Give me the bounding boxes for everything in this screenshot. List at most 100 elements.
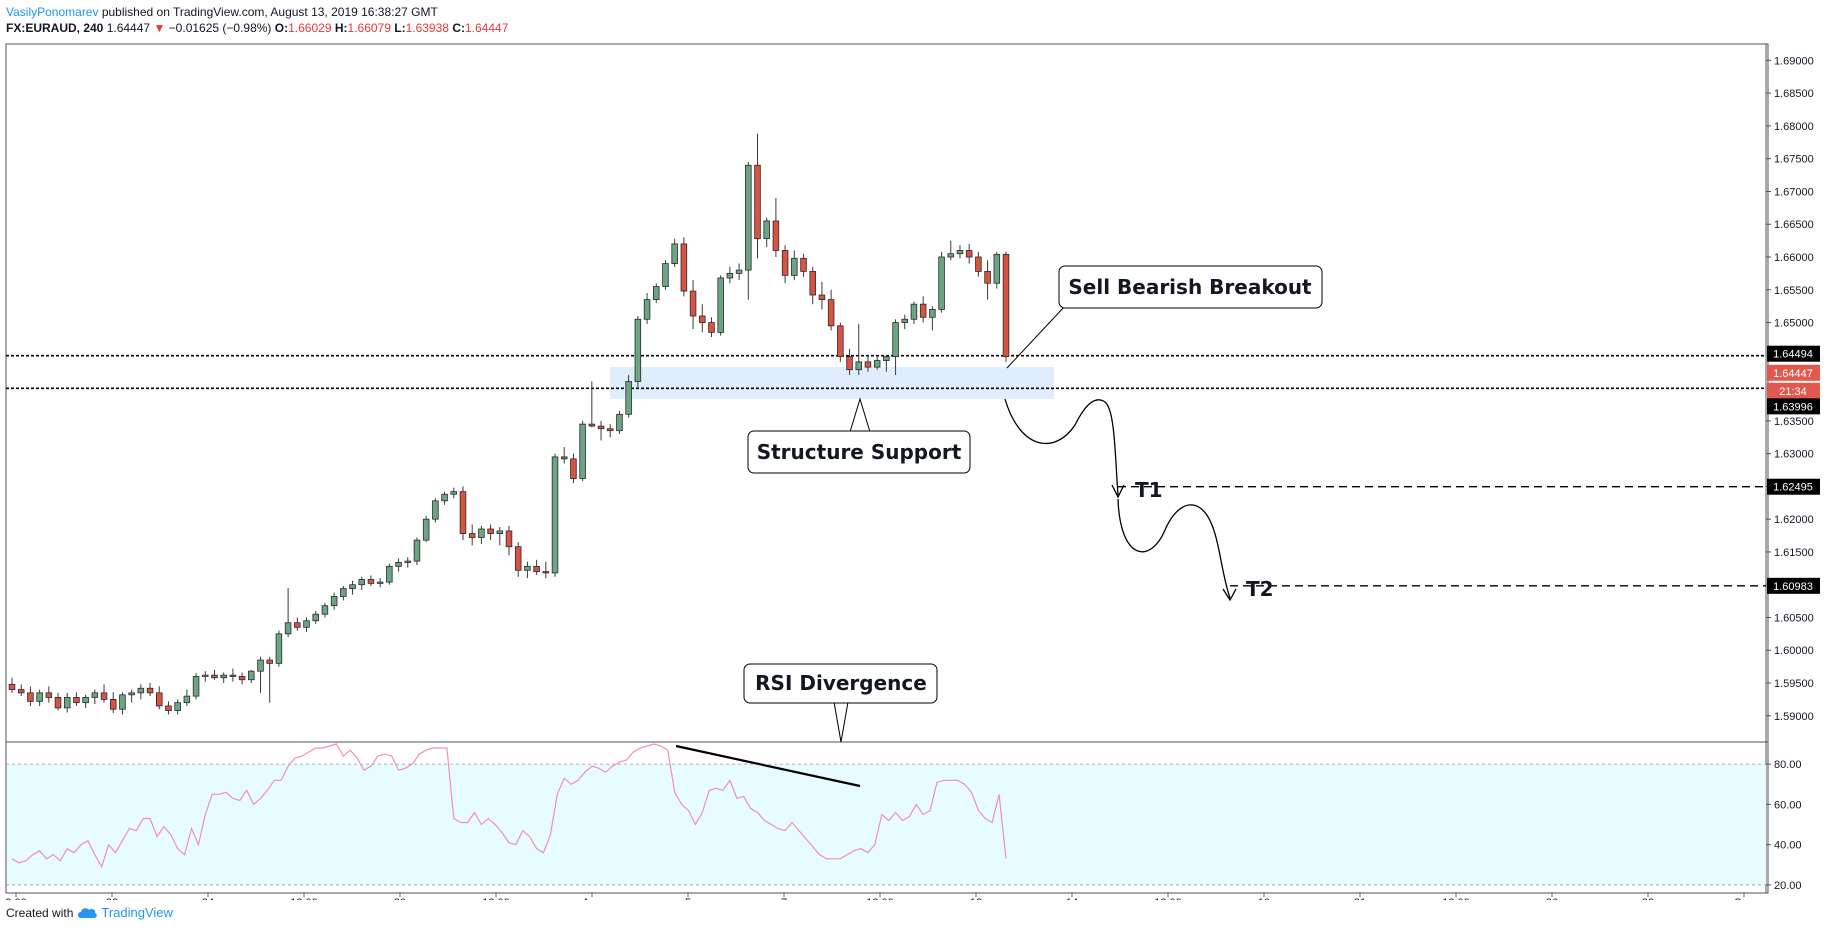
candle xyxy=(873,356,881,370)
candle-body xyxy=(17,689,25,694)
candle-body xyxy=(901,318,909,323)
candle-body xyxy=(45,692,53,698)
candle-body xyxy=(478,528,485,538)
x-tick-label: 28 xyxy=(1642,897,1654,900)
rsi-tick-label: 20.00 xyxy=(1774,880,1802,892)
candle xyxy=(1002,251,1010,362)
y-tick-label: 1.67500 xyxy=(1774,154,1814,166)
price-tag: 1.60983 xyxy=(1767,577,1820,594)
candle xyxy=(689,279,697,330)
candle-body xyxy=(27,692,34,702)
high-value: 1.66079 xyxy=(347,21,391,35)
candle-body xyxy=(220,674,227,679)
candle xyxy=(505,525,513,556)
candle xyxy=(220,672,227,684)
candle-body xyxy=(533,565,540,572)
candle xyxy=(174,699,181,715)
candle xyxy=(864,355,872,372)
price-tag-text: 1.62495 xyxy=(1773,482,1813,494)
candle xyxy=(238,672,246,685)
candle xyxy=(763,217,770,248)
price-tag: 1.63996 xyxy=(1767,398,1820,415)
candle-body xyxy=(376,581,384,584)
rsi-band xyxy=(7,764,1766,885)
candle-body xyxy=(422,518,430,541)
candle xyxy=(376,578,384,588)
candle-body xyxy=(791,257,798,276)
candle-body xyxy=(358,579,365,586)
candle-body xyxy=(211,674,218,679)
candle-body xyxy=(837,325,844,358)
candle-body xyxy=(128,692,135,696)
candle xyxy=(36,689,43,706)
x-tick-label: 24 xyxy=(202,897,214,900)
rsi-tick-label: 80.00 xyxy=(1774,759,1802,771)
price-tag-text: 1.64494 xyxy=(1773,349,1813,361)
low-label: L: xyxy=(394,21,406,35)
candle xyxy=(975,251,982,277)
y-tick-label: 1.59500 xyxy=(1774,678,1814,690)
candle xyxy=(211,669,218,680)
candle-body xyxy=(514,546,522,571)
footer: Created with TradingView xyxy=(6,905,173,920)
structure-support-callout[interactable]: Structure Support xyxy=(747,397,971,474)
candle-body xyxy=(653,286,660,301)
candle xyxy=(919,296,927,323)
tradingview-link[interactable]: TradingView xyxy=(101,905,173,920)
candle xyxy=(266,656,273,703)
projection-arrowhead-1 xyxy=(1111,484,1125,499)
rsi-line xyxy=(11,743,1007,869)
price-tag-text: 21:34 xyxy=(1779,386,1807,398)
candle xyxy=(754,133,761,259)
candle-body xyxy=(192,676,200,697)
candle xyxy=(551,453,559,577)
candle xyxy=(17,684,25,697)
candle xyxy=(450,487,458,499)
candle xyxy=(735,263,743,280)
callout-text: Sell Bearish Breakout xyxy=(1068,275,1312,299)
candle-body xyxy=(606,428,614,432)
candle-body xyxy=(984,271,991,284)
candle-body xyxy=(855,361,862,371)
x-tick-label: 13:00 xyxy=(866,897,894,900)
candle xyxy=(192,673,200,700)
candle xyxy=(653,283,660,303)
candle-body xyxy=(570,458,577,479)
candle xyxy=(73,692,80,706)
callout-box xyxy=(1058,265,1323,309)
candle xyxy=(800,253,807,277)
low-value: 1.63938 xyxy=(405,21,449,35)
candle xyxy=(579,420,586,482)
candle xyxy=(146,683,154,697)
candle-body xyxy=(524,565,531,571)
y-tick-label: 1.62000 xyxy=(1774,514,1814,526)
candle xyxy=(229,668,237,682)
x-tick-label: 13:00 xyxy=(1154,897,1182,900)
candle xyxy=(27,686,34,706)
price-chart[interactable]: 1.69000 1.68500 1.68000 1.67500 1.67000 1.665… xyxy=(0,0,1828,900)
candle xyxy=(395,558,402,572)
candle xyxy=(128,689,135,703)
candle-body xyxy=(100,692,108,700)
candle xyxy=(137,684,145,700)
candle xyxy=(993,251,1001,289)
author-link[interactable]: VasilyPonomarev xyxy=(6,5,99,19)
rsi-divergence-callout[interactable]: RSI Divergence xyxy=(743,663,938,743)
candle-body xyxy=(579,423,586,479)
candle xyxy=(432,498,439,523)
candle-body xyxy=(975,256,982,272)
candle xyxy=(616,411,623,434)
candle-body xyxy=(763,220,770,240)
price-tag: 1.62495 xyxy=(1767,478,1820,495)
sell-bearish-breakout-callout[interactable]: Sell Bearish Breakout xyxy=(1006,265,1323,369)
candle-body xyxy=(560,456,568,460)
candle-body xyxy=(109,698,117,710)
candle-body xyxy=(864,361,872,368)
candle-body xyxy=(616,413,623,432)
created-with-text: Created with xyxy=(6,905,74,920)
y-tick-label: 1.60000 xyxy=(1774,645,1814,657)
candle-body xyxy=(63,697,71,709)
candle xyxy=(514,542,522,577)
candle xyxy=(284,587,292,638)
y-tick-label: 1.68000 xyxy=(1774,121,1814,133)
